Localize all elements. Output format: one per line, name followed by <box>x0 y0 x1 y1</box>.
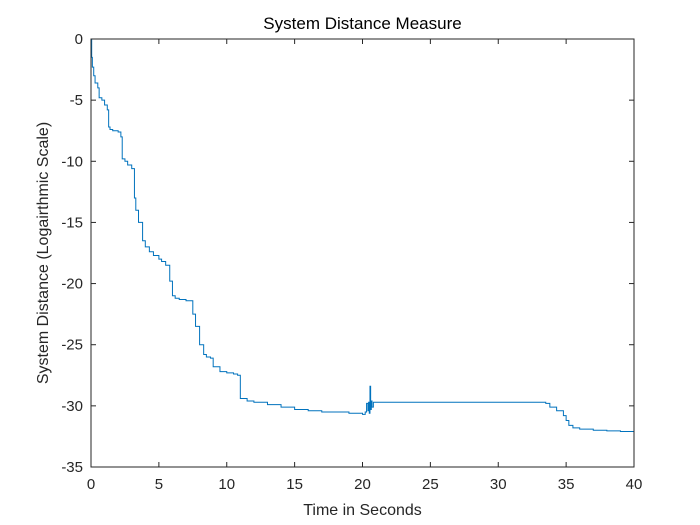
y-tick-label: -5 <box>70 92 83 109</box>
series-line <box>91 38 634 433</box>
x-tick-label: 15 <box>286 476 303 493</box>
y-tick-label: -35 <box>61 459 83 476</box>
y-tick-label: 0 <box>75 31 83 48</box>
y-tick-label: -15 <box>61 214 83 231</box>
chart-title: System Distance Measure <box>263 14 461 33</box>
y-axis-label: System Distance (Logairthmic Scale) <box>35 122 52 384</box>
series-layer <box>91 38 634 433</box>
y-tick-label: -25 <box>61 337 83 354</box>
y-tick-label: -20 <box>61 276 83 293</box>
x-tick-label: 20 <box>354 476 371 493</box>
x-tick-label: 35 <box>558 476 575 493</box>
x-tick-label: 40 <box>626 476 643 493</box>
y-tick-label: -30 <box>61 398 83 415</box>
x-tick-label: 10 <box>218 476 235 493</box>
x-tick-label: 5 <box>155 476 163 493</box>
x-tick-label: 25 <box>422 476 439 493</box>
x-axis-label: Time in Seconds <box>303 502 422 519</box>
tick-layer: 0 5 10 15 20 25 30 35 40 0 -5 -10 -15 -20 -25 -30 -35 <box>61 31 642 493</box>
y-tick-label: -10 <box>61 153 83 170</box>
x-tick-label: 0 <box>87 476 95 493</box>
plot-area <box>91 39 634 467</box>
x-tick-label: 30 <box>490 476 507 493</box>
